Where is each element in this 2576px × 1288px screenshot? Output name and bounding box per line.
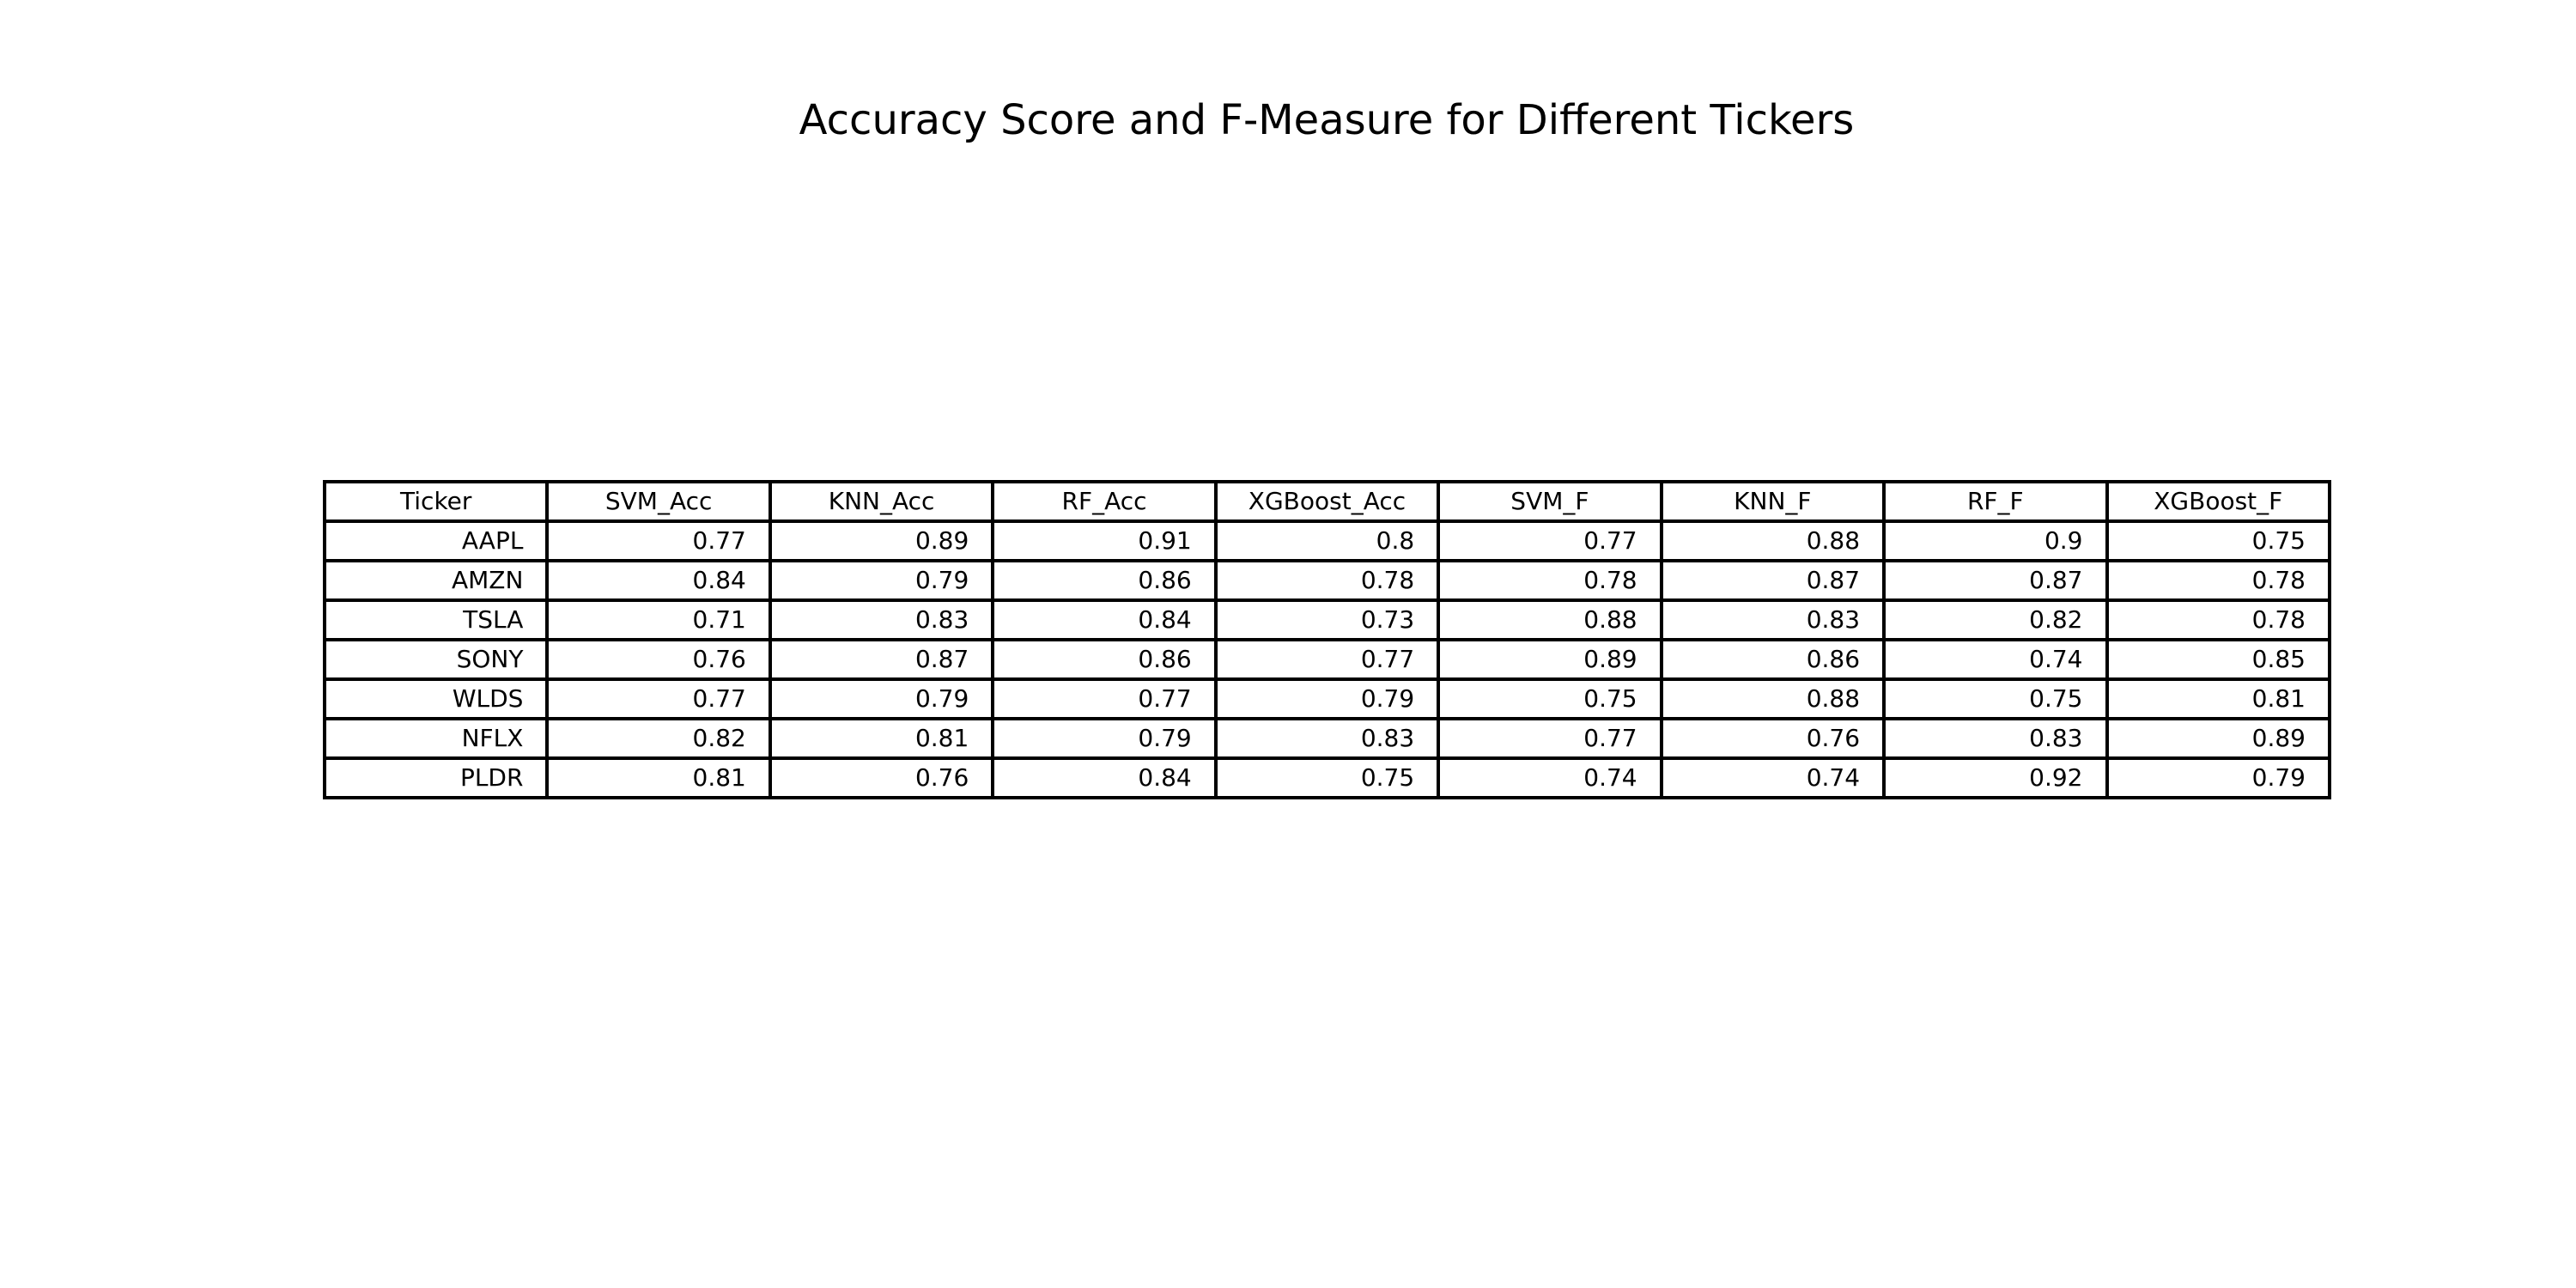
ticker-cell: PLDR: [322, 756, 550, 799]
value-cell: 0.8: [1213, 519, 1441, 562]
table-row: SONY 0.76 0.87 0.86 0.77 0.89 0.86 0.74 0.85: [322, 638, 2331, 681]
value-cell: 0.78: [1437, 559, 1663, 602]
column-header: KNN_Acc: [768, 480, 995, 523]
table-row: AMZN 0.84 0.79 0.86 0.78 0.78 0.87 0.87 0.78: [322, 559, 2331, 602]
value-cell: 0.77: [545, 677, 772, 720]
table-row: WLDS 0.77 0.79 0.77 0.79 0.75 0.88 0.75 0.81: [322, 677, 2331, 720]
value-cell: 0.78: [1213, 559, 1441, 602]
header-row: Ticker SVM_Acc KNN_Acc RF_Acc XGBoost_Acc SVM…: [322, 480, 2331, 523]
column-header: RF_F: [1882, 480, 2109, 523]
value-cell: 0.84: [991, 598, 1218, 641]
value-cell: 0.89: [768, 519, 995, 562]
value-cell: 0.81: [2105, 677, 2331, 720]
table-row: NFLX 0.82 0.81 0.79 0.83 0.77 0.76 0.83 0.89: [322, 717, 2331, 760]
table-body: AAPL 0.77 0.89 0.91 0.8 0.77 0.88 0.9 0.75 AMZN 0.…: [322, 519, 2331, 799]
value-cell: 0.83: [768, 598, 995, 641]
value-cell: 0.79: [1213, 677, 1441, 720]
value-cell: 0.82: [545, 717, 772, 760]
value-cell: 0.74: [1437, 756, 1663, 799]
value-cell: 0.73: [1213, 598, 1441, 641]
value-cell: 0.75: [1882, 677, 2109, 720]
value-cell: 0.79: [2105, 756, 2331, 799]
metrics-table: Ticker SVM_Acc KNN_Acc RF_Acc XGBoost_Acc SVM…: [322, 480, 2331, 799]
ticker-cell: NFLX: [322, 717, 550, 760]
column-header: SVM_F: [1437, 480, 1663, 523]
value-cell: 0.85: [2105, 638, 2331, 681]
value-cell: 0.77: [545, 519, 772, 562]
value-cell: 0.74: [1882, 638, 2109, 681]
value-cell: 0.92: [1882, 756, 2109, 799]
value-cell: 0.75: [1437, 677, 1663, 720]
value-cell: 0.84: [545, 559, 772, 602]
value-cell: 0.9: [1882, 519, 2109, 562]
value-cell: 0.81: [545, 756, 772, 799]
column-header: XGBoost_F: [2105, 480, 2331, 523]
value-cell: 0.76: [545, 638, 772, 681]
value-cell: 0.83: [1213, 717, 1441, 760]
column-header: Ticker: [322, 480, 550, 523]
value-cell: 0.86: [991, 638, 1218, 681]
value-cell: 0.79: [768, 559, 995, 602]
value-cell: 0.77: [991, 677, 1218, 720]
value-cell: 0.75: [2105, 519, 2331, 562]
value-cell: 0.75: [1213, 756, 1441, 799]
value-cell: 0.76: [768, 756, 995, 799]
value-cell: 0.88: [1659, 677, 1886, 720]
value-cell: 0.88: [1659, 519, 1886, 562]
value-cell: 0.77: [1213, 638, 1441, 681]
column-header: RF_Acc: [991, 480, 1218, 523]
value-cell: 0.87: [1882, 559, 2109, 602]
value-cell: 0.84: [991, 756, 1218, 799]
value-cell: 0.77: [1437, 519, 1663, 562]
value-cell: 0.89: [2105, 717, 2331, 760]
column-header: SVM_Acc: [545, 480, 772, 523]
value-cell: 0.76: [1659, 717, 1886, 760]
value-cell: 0.79: [768, 677, 995, 720]
value-cell: 0.82: [1882, 598, 2109, 641]
table-row: PLDR 0.81 0.76 0.84 0.75 0.74 0.74 0.92 0.79: [322, 756, 2331, 799]
ticker-cell: SONY: [322, 638, 550, 681]
value-cell: 0.79: [991, 717, 1218, 760]
chart-title: Accuracy Score and F-Measure for Differe…: [799, 96, 1855, 144]
value-cell: 0.77: [1437, 717, 1663, 760]
table-row: AAPL 0.77 0.89 0.91 0.8 0.77 0.88 0.9 0.75: [322, 519, 2331, 562]
value-cell: 0.89: [1437, 638, 1663, 681]
value-cell: 0.91: [991, 519, 1218, 562]
table-row: TSLA 0.71 0.83 0.84 0.73 0.88 0.83 0.82 0.78: [322, 598, 2331, 641]
value-cell: 0.86: [1659, 638, 1886, 681]
value-cell: 0.83: [1659, 598, 1886, 641]
value-cell: 0.71: [545, 598, 772, 641]
value-cell: 0.78: [2105, 598, 2331, 641]
value-cell: 0.87: [1659, 559, 1886, 602]
value-cell: 0.78: [2105, 559, 2331, 602]
column-header: XGBoost_Acc: [1213, 480, 1441, 523]
column-header: KNN_F: [1659, 480, 1886, 523]
value-cell: 0.83: [1882, 717, 2109, 760]
value-cell: 0.74: [1659, 756, 1886, 799]
ticker-cell: TSLA: [322, 598, 550, 641]
value-cell: 0.88: [1437, 598, 1663, 641]
value-cell: 0.86: [991, 559, 1218, 602]
value-cell: 0.81: [768, 717, 995, 760]
ticker-cell: WLDS: [322, 677, 550, 720]
table-header: Ticker SVM_Acc KNN_Acc RF_Acc XGBoost_Acc SVM…: [322, 480, 2331, 523]
ticker-cell: AMZN: [322, 559, 550, 602]
value-cell: 0.87: [768, 638, 995, 681]
ticker-cell: AAPL: [322, 519, 550, 562]
